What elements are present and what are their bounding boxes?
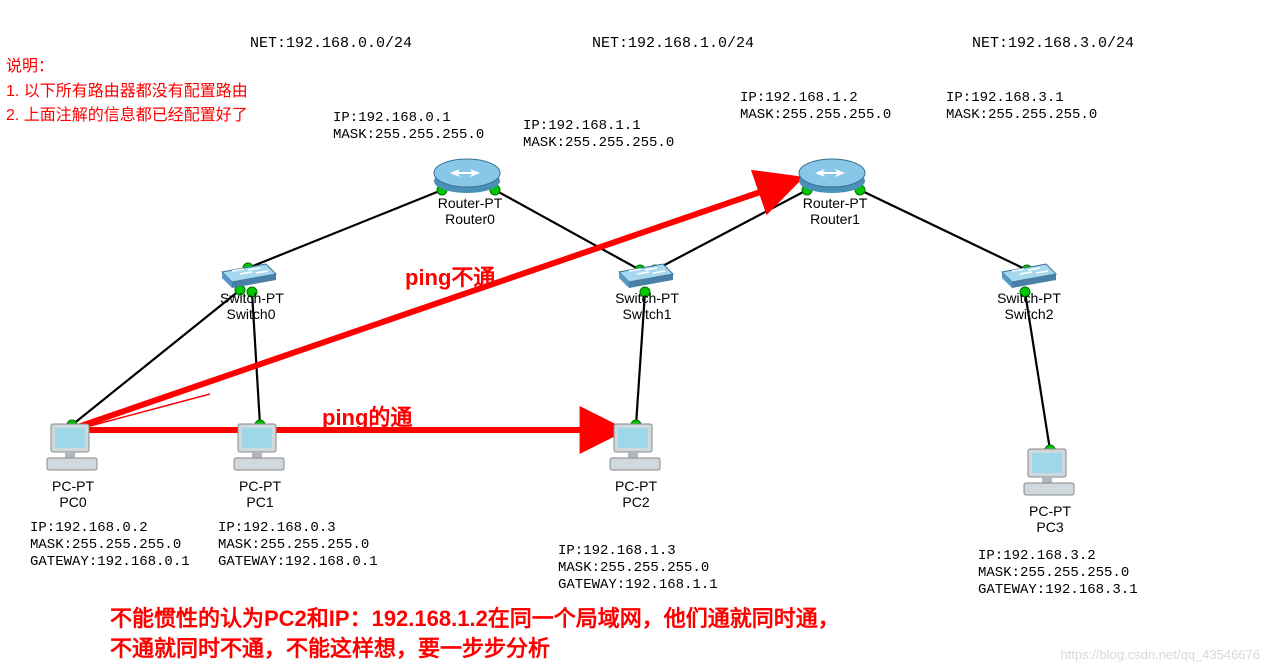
ip-router0-left: IP:192.168.0.1 MASK:255.255.255.0 — [333, 110, 484, 144]
router1-label: Router-PT Router1 — [800, 195, 870, 227]
switch2-icon[interactable] — [998, 262, 1058, 288]
pc1-label: PC-PT PC1 — [235, 478, 285, 510]
ip-pc1: IP:192.168.0.3 MASK:255.255.255.0 GATEWA… — [218, 520, 378, 570]
switch0-label: Switch-PT Switch0 — [220, 290, 282, 322]
switch1-label: Switch-PT Switch1 — [612, 290, 682, 322]
watermark: https://blog.csdn.net/qq_43546676 — [1061, 647, 1261, 662]
ip-router1-right: IP:192.168.3.1 MASK:255.255.255.0 — [946, 90, 1097, 124]
note-bottom1: 不能惯性的认为PC2和IP：192.168.1.2在同一个局域网，他们通就同时通… — [110, 602, 840, 635]
pc0-label: PC-PT PC0 — [48, 478, 98, 510]
switch1-icon[interactable] — [615, 262, 675, 288]
pc2-icon[interactable] — [608, 420, 663, 475]
net-label-3: NET:192.168.3.0/24 — [972, 35, 1134, 52]
ip-pc3: IP:192.168.3.2 MASK:255.255.255.0 GATEWA… — [978, 548, 1138, 598]
router1-icon[interactable] — [797, 155, 867, 195]
ip-router0-right: IP:192.168.1.1 MASK:255.255.255.0 — [523, 118, 674, 152]
switch0-icon[interactable] — [218, 262, 278, 288]
note-bottom2: 不通就同时不通，不能这样想，要一步步分析 — [110, 632, 550, 665]
pc3-icon[interactable] — [1022, 445, 1077, 500]
ping-fail-label: ping不通 — [405, 260, 495, 292]
ping-ok-label: ping的通 — [322, 400, 412, 432]
pc1-icon[interactable] — [232, 420, 287, 475]
net-label-1: NET:192.168.1.0/24 — [592, 35, 754, 52]
note-title: 说明： — [6, 55, 54, 79]
ip-pc0: IP:192.168.0.2 MASK:255.255.255.0 GATEWA… — [30, 520, 190, 570]
router0-icon[interactable] — [432, 155, 502, 195]
ip-router1-left: IP:192.168.1.2 MASK:255.255.255.0 — [740, 90, 891, 124]
note-line2: 2. 上面注解的信息都已经配置好了 — [6, 104, 248, 128]
note-line1: 1. 以下所有路由器都没有配置路由 — [6, 80, 248, 104]
router0-label: Router-PT Router0 — [435, 195, 505, 227]
switch2-label: Switch-PT Switch2 — [994, 290, 1064, 322]
pc2-label: PC-PT PC2 — [611, 478, 661, 510]
net-label-0: NET:192.168.0.0/24 — [250, 35, 412, 52]
ip-pc2: IP:192.168.1.3 MASK:255.255.255.0 GATEWA… — [558, 543, 718, 593]
pc3-label: PC-PT PC3 — [1025, 503, 1075, 535]
pc0-icon[interactable] — [45, 420, 100, 475]
